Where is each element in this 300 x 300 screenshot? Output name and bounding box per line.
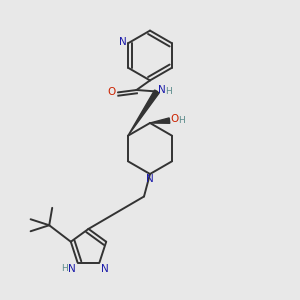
Text: N: N [146,174,154,184]
Text: N: N [119,37,127,47]
Text: N: N [101,263,109,274]
Text: H: H [178,116,185,125]
Text: N: N [68,263,76,274]
Polygon shape [150,118,170,123]
Text: O: O [108,87,116,98]
Text: H: H [166,87,172,96]
Text: N: N [158,85,166,95]
Polygon shape [128,90,159,136]
Text: O: O [170,114,178,124]
Text: H: H [61,264,68,273]
